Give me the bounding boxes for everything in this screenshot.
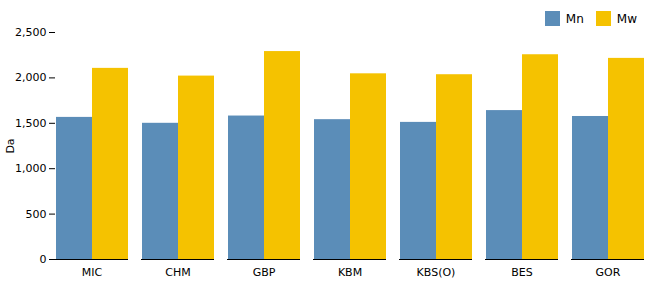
svg-text:GBP: GBP: [253, 266, 276, 279]
svg-text:0: 0: [40, 253, 47, 266]
svg-text:KBS(O): KBS(O): [417, 266, 456, 279]
svg-text:KBM: KBM: [338, 266, 362, 279]
svg-text:MIC: MIC: [82, 266, 103, 279]
svg-text:1,000: 1,000: [15, 162, 47, 175]
svg-text:2,000: 2,000: [15, 71, 47, 84]
svg-text:2,500: 2,500: [15, 26, 47, 39]
svg-text:Da: Da: [4, 138, 17, 153]
html-text:Mw: Mw: [616, 11, 637, 26]
svg-text:BES: BES: [511, 266, 532, 279]
svg-text:1,500: 1,500: [15, 117, 47, 130]
svg-text:CHM: CHM: [165, 266, 190, 279]
svg-text:500: 500: [26, 208, 47, 221]
html-text:Mn: Mn: [565, 11, 584, 26]
svg-text:GOR: GOR: [596, 266, 621, 279]
